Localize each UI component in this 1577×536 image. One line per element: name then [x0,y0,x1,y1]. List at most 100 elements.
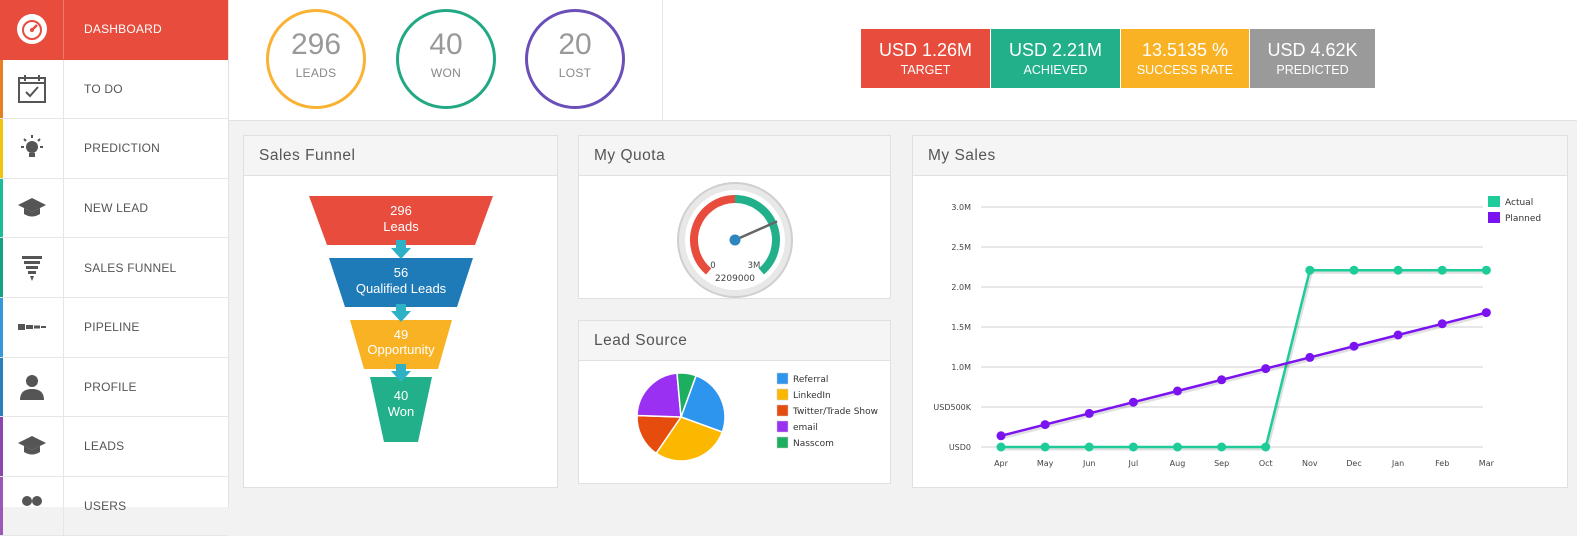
data-point-actual[interactable] [1040,442,1050,452]
sidebar-accent [0,297,3,357]
y-tick-label: USD0 [949,443,971,452]
sidebar-accent [0,238,3,297]
pie-slice-email[interactable] [636,372,682,418]
stat-value: USD 1.26M [878,40,973,60]
x-tick-label: Apr [994,459,1009,468]
data-point-actual[interactable] [1393,265,1403,275]
kpi-caption: LEADS [295,66,337,80]
sidebar-accent [0,357,3,417]
legend-swatch [776,404,789,417]
quota-gauge: 0 3M 2209000 [677,182,793,298]
gauge-hub [729,234,741,246]
data-point-planned[interactable] [1437,319,1447,329]
kpi-lost[interactable]: 20 LOST [525,9,625,109]
stat-success-rate: 13.5135 % SUCCESS RATE [1121,29,1249,88]
sidebar-item-label: NEW LEAD [84,201,149,216]
legend-swatch [776,420,789,433]
x-tick-label: Oct [1259,459,1273,468]
y-tick-label: 1.5M [951,323,971,332]
legend-swatch [1488,212,1500,223]
pie-slice-referral[interactable] [680,374,726,434]
sidebar-item-pipeline[interactable]: PIPELINE [0,297,228,358]
data-point-actual[interactable] [1217,442,1227,452]
x-tick-label: Nov [1302,459,1318,468]
kpi-value: 20 [558,28,592,61]
gauge-value-label: 2209000 [715,274,755,284]
sidebar-item-dashboard[interactable]: DASHBOARD [0,0,228,60]
stat-achieved: USD 2.21M ACHIEVED [991,29,1120,88]
data-point-actual[interactable] [996,442,1006,452]
data-point-actual[interactable] [1349,265,1359,275]
funnel-chart: 296 Leads 56 Qualified Leads 49 Opportun… [309,196,493,442]
data-point-actual[interactable] [1481,265,1491,275]
data-point-planned[interactable] [1393,330,1403,340]
data-point-planned[interactable] [1349,341,1359,351]
kpi-leads[interactable]: 296 LEADS [266,9,366,109]
data-point-planned[interactable] [996,431,1006,441]
stat-label: TARGET [900,63,951,77]
x-tick-label: Jan [1391,459,1404,468]
legend-swatch [1488,196,1500,207]
kpi-value: 40 [429,28,463,61]
data-point-planned[interactable] [1481,308,1491,318]
x-tick-label: Feb [1435,459,1449,468]
y-tick-label: 3.0M [951,203,971,212]
x-tick-label: Jul [1128,459,1139,468]
sidebar-item-label: PIPELINE [84,320,140,335]
sidebar-item-label: DASHBOARD [84,22,162,37]
stat-label: PREDICTED [1276,63,1349,77]
sidebar-item-sales-funnel[interactable]: SALES FUNNEL [0,238,228,298]
user-icon [0,357,64,417]
pipeline-icon [0,297,64,357]
sidebar-item-leads[interactable]: LEADS [0,417,228,477]
panel-title: My Sales [913,136,1567,176]
calendar-check-icon [0,59,64,119]
users-icon [0,476,64,536]
y-tick-label: 1.0M [951,363,971,372]
funnel-stage-value: 49 [394,327,408,342]
lead-source-panel: Lead Source Referral LinkedIn Twitter/Trad… [578,320,891,484]
sidebar-accent [0,59,3,119]
x-tick-label: Sep [1214,459,1229,468]
pie-slice-linkedin[interactable] [655,416,724,462]
funnel-arrow-icon [391,304,411,322]
sidebar-item-prediction[interactable]: PREDICTION [0,119,228,179]
pie-slice-nasscom[interactable] [676,372,698,418]
funnel-icon [0,238,64,297]
panel-title: My Quota [579,136,890,176]
legend-label: Referral [793,375,828,385]
funnel-stage-leads[interactable] [309,196,493,245]
funnel-stage-value: 296 [390,203,412,218]
data-point-planned[interactable] [1084,408,1094,418]
funnel-stage-value: 40 [394,388,408,403]
pie-slice-twitter-trade-show[interactable] [636,414,683,455]
data-point-planned[interactable] [1217,375,1227,385]
legend-label: LinkedIn [793,391,831,401]
data-point-actual[interactable] [1437,265,1447,275]
data-point-actual[interactable] [1128,442,1138,452]
legend-label: Actual [1505,198,1533,208]
funnel-stage-opportunity[interactable] [350,320,452,369]
lightbulb-icon [0,119,64,178]
data-point-planned[interactable] [1040,420,1050,430]
data-point-planned[interactable] [1261,364,1271,374]
data-point-actual[interactable] [1084,442,1094,452]
gauge-remaining-arc [690,195,736,275]
sidebar-item-users[interactable]: USERS [0,476,228,536]
kpi-won[interactable]: 40 WON [396,9,496,109]
funnel-stage-won[interactable] [370,377,432,442]
sidebar-item-label: PREDICTION [84,141,161,156]
sidebar-item-profile[interactable]: PROFILE [0,357,228,418]
data-point-planned[interactable] [1172,386,1182,396]
sidebar-item-new-lead[interactable]: NEW LEAD [0,178,228,239]
data-point-actual[interactable] [1305,265,1315,275]
sidebar-item-todo[interactable]: TO DO [0,59,228,120]
data-point-actual[interactable] [1172,442,1182,452]
funnel-stage-qualified[interactable] [329,258,473,307]
dashboard-gauge-icon [0,0,64,59]
data-point-planned[interactable] [1128,397,1138,407]
legend-label: Twitter/Trade Show [792,407,878,417]
data-point-planned[interactable] [1305,352,1315,362]
x-tick-label: Aug [1170,459,1186,468]
data-point-actual[interactable] [1261,442,1271,452]
